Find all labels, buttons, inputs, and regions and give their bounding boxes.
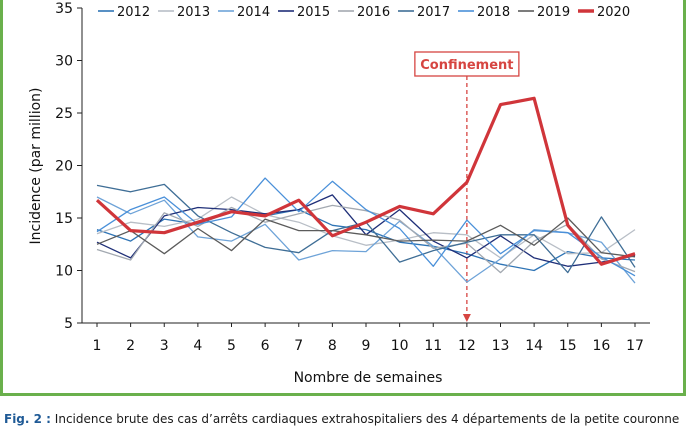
y-tick-label: 30 [55,54,73,70]
x-tick-label: 2 [126,338,135,354]
series-line-2018 [96,177,636,277]
legend-label: 2014 [237,5,270,20]
legend-label: 2015 [297,5,330,20]
y-axis-ticks: 5 10 15 20 25 30 35 [55,1,82,332]
chart-frame: 5 10 15 20 25 30 35 1 2 3 4 5 6 7 8 9 10 11 12 13 14 15 16 17 … [0,0,686,396]
x-tick-label: 4 [193,338,202,354]
y-axis-title: Incidence (par million) [28,88,44,245]
y-tick-label: 25 [55,106,73,122]
legend-label: 2012 [117,5,150,20]
x-tick-label: 3 [160,338,169,354]
x-tick-label: 8 [328,338,337,354]
legend: 2012 2013 2014 2015 2016 2017 2018 2019 2020 [98,5,630,20]
x-tick-label: 14 [525,338,543,354]
x-tick-label: 7 [294,338,303,354]
x-tick-label: 9 [362,338,371,354]
legend-label: 2018 [477,5,510,20]
x-tick-label: 13 [492,338,510,354]
legend-item-2014: 2014 [218,5,270,20]
x-tick-label: 11 [424,338,442,354]
y-tick-label: 10 [55,264,73,280]
legend-label: 2020 [597,5,630,20]
legend-item-2018: 2018 [458,5,510,20]
chart-border [0,0,686,396]
axes [81,8,650,324]
legend-item-2016: 2016 [338,5,390,20]
legend-label: 2013 [177,5,210,20]
x-tick-label: 15 [559,338,577,354]
series-line-2019 [96,217,636,258]
y-tick-label: 20 [55,159,73,175]
x-axis-title: Nombre de semaines [294,370,443,386]
x-tick-label: 17 [626,338,644,354]
legend-label: 2019 [537,5,570,20]
annotation-group: Confinement [414,51,520,322]
x-tick-label: 5 [227,338,236,354]
x-tick-label: 1 [93,338,102,354]
legend-item-2019: 2019 [518,5,570,20]
series-lines [95,96,636,284]
x-tick-label: 6 [261,338,270,354]
caption-text: Incidence brute des cas d’arrêts cardiaq… [54,412,680,426]
caption-label: Fig. 2 : [4,412,51,426]
y-tick-label: 35 [55,1,73,17]
x-tick-label: 16 [592,338,610,354]
legend-label: 2016 [357,5,390,20]
figure-caption: Fig. 2 : Incidence brute des cas d’arrêt… [4,412,686,426]
x-axis-ticks: 1 2 3 4 5 6 7 8 9 10 11 12 13 14 15 16 17 [93,323,644,354]
y-tick-label: 5 [64,316,73,332]
series-line-2020 [95,96,636,266]
annotation-arrow [462,314,471,322]
x-tick-label: 10 [391,338,409,354]
legend-item-2017: 2017 [398,5,450,20]
legend-label: 2017 [417,5,450,20]
legend-item-2020: 2020 [578,5,630,20]
x-tick-label: 12 [458,338,476,354]
annotation-label: Confinement [420,58,513,73]
legend-item-2012: 2012 [98,5,150,20]
legend-item-2015: 2015 [278,5,330,20]
y-tick-label: 15 [55,211,73,227]
legend-item-2013: 2013 [158,5,210,20]
